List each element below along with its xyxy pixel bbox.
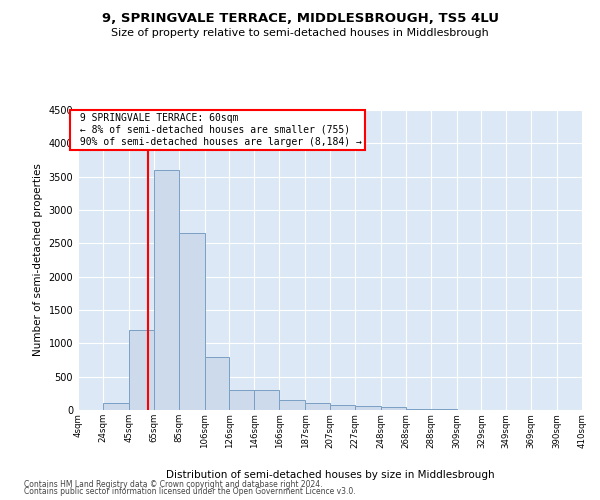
Bar bbox=[129, 330, 154, 410]
Text: Size of property relative to semi-detached houses in Middlesbrough: Size of property relative to semi-detach… bbox=[111, 28, 489, 38]
Text: 9 SPRINGVALE TERRACE: 60sqm 
 ← 8% of semi-detached houses are smaller (755)
 90: 9 SPRINGVALE TERRACE: 60sqm ← 8% of semi… bbox=[74, 114, 362, 146]
Bar bbox=[229, 390, 254, 410]
Y-axis label: Number of semi-detached properties: Number of semi-detached properties bbox=[33, 164, 43, 356]
Bar bbox=[355, 406, 381, 410]
Bar bbox=[279, 400, 305, 410]
Bar bbox=[103, 404, 129, 410]
Bar bbox=[381, 407, 406, 410]
Text: Distribution of semi-detached houses by size in Middlesbrough: Distribution of semi-detached houses by … bbox=[166, 470, 494, 480]
Bar bbox=[254, 390, 279, 410]
Text: Contains HM Land Registry data © Crown copyright and database right 2024.: Contains HM Land Registry data © Crown c… bbox=[24, 480, 323, 489]
Text: Contains public sector information licensed under the Open Government Licence v3: Contains public sector information licen… bbox=[24, 487, 356, 496]
Bar bbox=[154, 170, 179, 410]
Bar bbox=[330, 405, 355, 410]
Bar bbox=[305, 402, 330, 410]
Text: 9, SPRINGVALE TERRACE, MIDDLESBROUGH, TS5 4LU: 9, SPRINGVALE TERRACE, MIDDLESBROUGH, TS… bbox=[101, 12, 499, 26]
Bar bbox=[205, 356, 229, 410]
Bar bbox=[179, 234, 205, 410]
